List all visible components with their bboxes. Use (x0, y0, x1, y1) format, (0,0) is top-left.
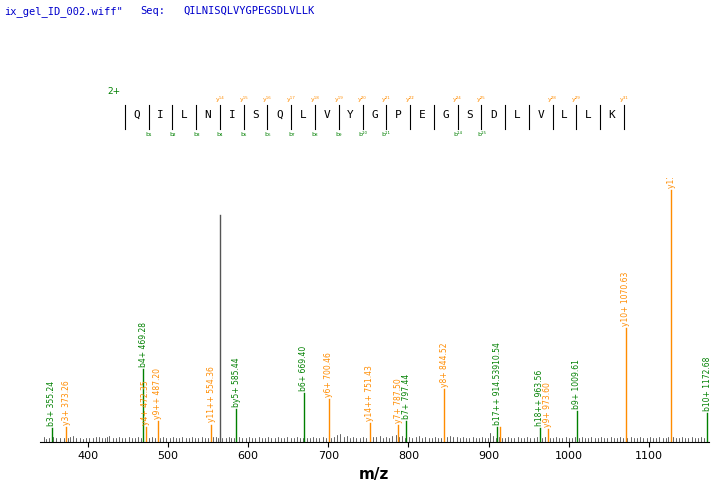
Text: G: G (371, 110, 378, 120)
Text: ix_gel_ID_002.wiff": ix_gel_ID_002.wiff" (4, 6, 122, 17)
Text: y3+ 373.26: y3+ 373.26 (62, 380, 71, 424)
Text: b₂: b₂ (169, 132, 176, 137)
Text: y²⁴: y²⁴ (453, 96, 462, 102)
Text: b10+ 1172.68: b10+ 1172.68 (703, 356, 712, 411)
Text: y11++ 554.36: y11++ 554.36 (207, 367, 216, 422)
Text: S: S (252, 110, 259, 120)
Text: y8+ 844.52: y8+ 844.52 (440, 342, 449, 387)
Text: K: K (608, 110, 616, 120)
Text: QILNISQLVYGPEGSDLVLLK: QILNISQLVYGPEGSDLVLLK (184, 6, 315, 16)
Text: 2+: 2+ (107, 87, 120, 96)
Text: b4+ 469.28: b4+ 469.28 (139, 322, 148, 367)
Text: b9+ 1009.61: b9+ 1009.61 (572, 360, 581, 409)
Text: b¹⁰: b¹⁰ (358, 132, 367, 137)
Text: y11+ 1127.64: y11+ 1127.64 (667, 134, 676, 188)
Text: y¹⁹: y¹⁹ (334, 96, 343, 102)
Text: I: I (157, 110, 164, 120)
Text: V: V (323, 110, 330, 120)
Text: b3+ 355.24: b3+ 355.24 (48, 381, 56, 426)
Text: b₉: b₉ (336, 132, 342, 137)
X-axis label: m/z: m/z (359, 467, 390, 480)
Text: G: G (442, 110, 449, 120)
Text: by5+ 585.44: by5+ 585.44 (232, 357, 241, 407)
Text: y²⁰: y²⁰ (358, 96, 367, 102)
Text: E: E (418, 110, 426, 120)
Text: V: V (537, 110, 544, 120)
Text: Y: Y (347, 110, 354, 120)
Text: Q: Q (276, 110, 283, 120)
Text: y9+ 973.60: y9+ 973.60 (543, 382, 552, 427)
Text: y10+ 1070.63: y10+ 1070.63 (621, 272, 630, 326)
Text: y³¹: y³¹ (619, 96, 629, 102)
Text: y¹⁸: y¹⁸ (310, 96, 320, 102)
Text: y9++ 487.20: y9++ 487.20 (153, 368, 162, 419)
Text: y²⁵: y²⁵ (477, 96, 485, 102)
Text: b¹¹: b¹¹ (382, 132, 391, 137)
Text: L: L (561, 110, 568, 120)
Text: y7+ 787.50: y7+ 787.50 (394, 379, 403, 423)
Text: b₅: b₅ (240, 132, 247, 137)
Text: D: D (490, 110, 497, 120)
Text: b¹⁵: b¹⁵ (477, 132, 486, 137)
Text: L: L (300, 110, 307, 120)
Text: y²¹: y²¹ (382, 96, 391, 102)
Text: Q: Q (133, 110, 140, 120)
Text: N: N (204, 110, 212, 120)
Text: y¹⁶: y¹⁶ (263, 96, 272, 102)
Text: y6+ 700.46: y6+ 700.46 (324, 352, 333, 397)
Text: y¹⁵: y¹⁵ (240, 96, 248, 102)
Text: L: L (585, 110, 592, 120)
Text: b₁: b₁ (145, 132, 152, 137)
Text: h18++ 963.56: h18++ 963.56 (535, 370, 544, 426)
Text: b₈: b₈ (312, 132, 318, 137)
Text: I: I (228, 110, 235, 120)
Text: b₄: b₄ (217, 132, 223, 137)
Text: b₇: b₇ (288, 132, 294, 137)
Text: y²⁸: y²⁸ (548, 96, 557, 102)
Text: y4+ 472.35: y4+ 472.35 (141, 380, 150, 425)
Text: y¹⁴: y¹⁴ (215, 96, 225, 102)
Text: y²²: y²² (405, 96, 415, 102)
Text: L: L (181, 110, 188, 120)
Text: b¹⁴: b¹⁴ (453, 132, 462, 137)
Text: L: L (513, 110, 521, 120)
Text: y²⁹: y²⁹ (572, 96, 581, 102)
Text: b6+ 669.40: b6+ 669.40 (300, 345, 308, 391)
Text: b₆: b₆ (264, 132, 271, 137)
Text: b₃: b₃ (193, 132, 199, 137)
Text: b7+ 797.44: b7+ 797.44 (402, 374, 411, 419)
Text: b17++ 914.53910.54: b17++ 914.53910.54 (492, 342, 502, 425)
Text: S: S (466, 110, 473, 120)
Text: Seq:: Seq: (140, 6, 166, 16)
Text: y¹⁷: y¹⁷ (287, 96, 296, 102)
Text: P: P (395, 110, 402, 120)
Text: y14++ 751.43: y14++ 751.43 (365, 365, 374, 421)
